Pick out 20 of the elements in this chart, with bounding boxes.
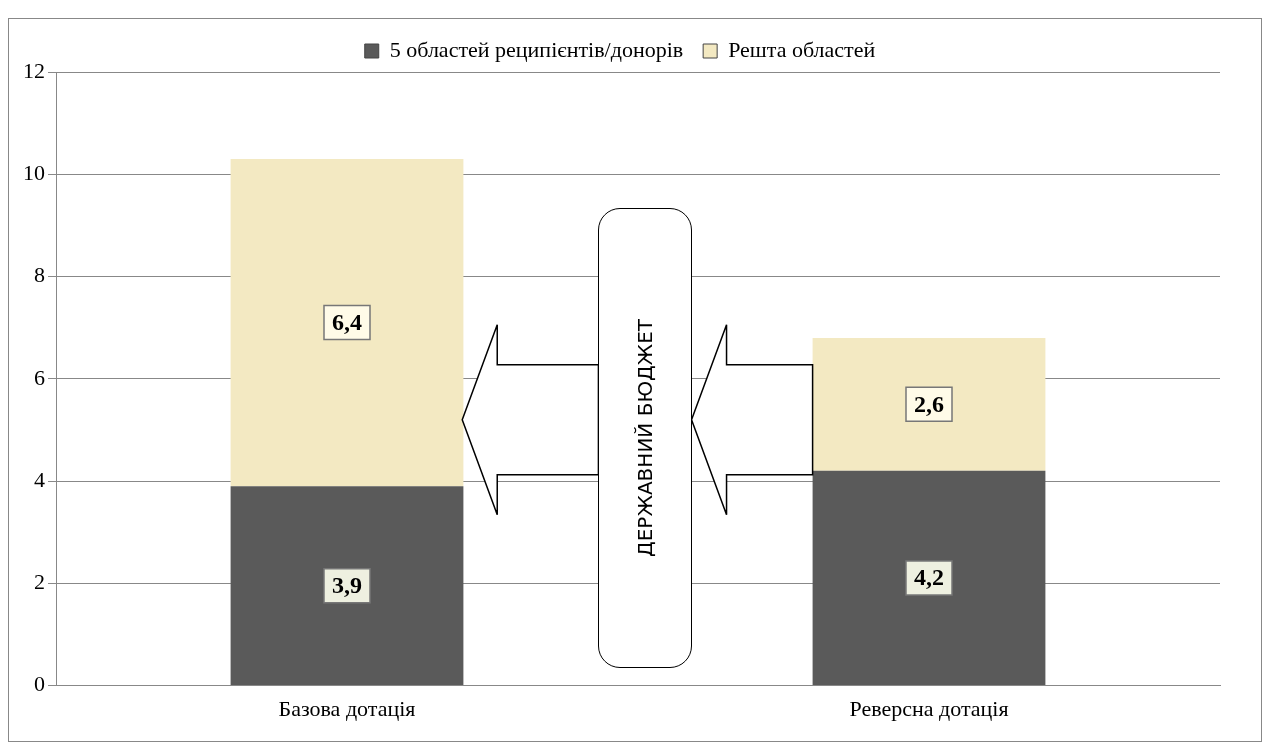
y-tick-label: 0 (34, 671, 45, 697)
bar (230, 486, 464, 686)
bar (812, 470, 1046, 686)
y-tick-label: 2 (34, 569, 45, 595)
annotation: ДЕРЖАВНИЙ БЮДЖЕТ (632, 318, 657, 557)
data-label: 4,2 (914, 564, 944, 591)
y-tick-label: 10 (23, 160, 45, 186)
y-tick-label: 6 (34, 364, 45, 390)
data-label: 3,9 (332, 571, 362, 598)
data-label: 6,4 (332, 308, 362, 335)
data-label: 2,6 (914, 390, 944, 417)
bar (230, 158, 464, 487)
x-tick-label: Базова дотація (278, 695, 416, 721)
y-tick-label: 8 (34, 262, 45, 288)
legend-label: Решта областей (728, 36, 876, 62)
y-tick-label: 4 (34, 466, 45, 492)
legend-label: 5 областей реципієнтів/донорів (389, 36, 684, 62)
y-tick-label: 12 (23, 57, 45, 83)
rounded-text-box: ДЕРЖАВНИЙ БЮДЖЕТ (598, 207, 692, 668)
x-tick-label: Реверсна дотація (849, 695, 1009, 721)
